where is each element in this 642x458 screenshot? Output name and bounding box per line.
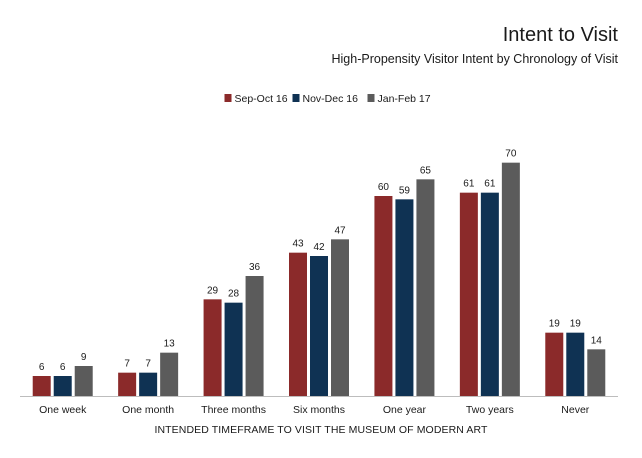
bar-six-months-sep-oct-16 bbox=[289, 252, 307, 396]
legend-label-sep-oct-16: Sep-Oct 16 bbox=[235, 93, 288, 105]
bar-one-year-sep-oct-16 bbox=[374, 196, 393, 396]
x-axis-title: INTENDED TIMEFRAME TO VISIT THE MUSEUM O… bbox=[154, 424, 488, 436]
bar-never-jan-feb-17 bbox=[587, 349, 606, 396]
value-label-three-months-sep-oct-16: 29 bbox=[207, 285, 219, 296]
chart-title: Intent to Visit bbox=[502, 24, 618, 46]
x-tick-one-year: One year bbox=[383, 404, 427, 416]
bar-three-months-nov-dec-16 bbox=[224, 302, 243, 396]
value-label-two-years-jan-feb-17: 70 bbox=[505, 149, 517, 160]
bar-one-month-nov-dec-16 bbox=[139, 372, 158, 396]
value-label-one-month-nov-dec-16: 7 bbox=[145, 359, 151, 370]
value-label-one-week-nov-dec-16: 6 bbox=[60, 362, 66, 373]
bar-never-sep-oct-16 bbox=[545, 332, 564, 396]
legend-swatch-nov-dec-16 bbox=[292, 94, 300, 102]
chart-subtitle: High-Propensity Visitor Intent by Chrono… bbox=[331, 52, 619, 66]
value-label-never-nov-dec-16: 19 bbox=[570, 319, 582, 330]
value-label-one-year-sep-oct-16: 60 bbox=[378, 182, 390, 193]
value-label-never-sep-oct-16: 19 bbox=[549, 319, 561, 330]
bar-two-years-nov-dec-16 bbox=[480, 192, 499, 396]
value-label-six-months-nov-dec-16: 42 bbox=[313, 242, 325, 253]
value-label-six-months-jan-feb-17: 47 bbox=[334, 225, 346, 236]
x-tick-labels: One week One month Three months Six months O… bbox=[39, 404, 590, 416]
bar-one-week-nov-dec-16 bbox=[53, 376, 72, 396]
value-label-one-year-nov-dec-16: 59 bbox=[399, 185, 411, 196]
legend-swatch-sep-oct-16 bbox=[224, 94, 232, 102]
value-label-one-week-jan-feb-17: 9 bbox=[81, 352, 87, 363]
x-tick-one-month: One month bbox=[122, 404, 174, 416]
bar-six-months-jan-feb-17 bbox=[331, 239, 349, 396]
bar-one-week-jan-feb-17 bbox=[74, 366, 93, 396]
legend: Sep-Oct 16 Nov-Dec 16 Jan-Feb 17 bbox=[224, 93, 431, 105]
value-label-three-months-jan-feb-17: 36 bbox=[249, 262, 261, 273]
bar-two-years-jan-feb-17 bbox=[501, 162, 520, 396]
bar-two-years-sep-oct-16 bbox=[459, 192, 478, 396]
x-tick-one-week: One week bbox=[39, 404, 87, 416]
bar-one-month-jan-feb-17 bbox=[160, 352, 179, 396]
bar-six-months-nov-dec-16 bbox=[310, 256, 328, 396]
value-label-two-years-sep-oct-16: 61 bbox=[463, 179, 475, 190]
bar-one-month-sep-oct-16 bbox=[118, 372, 137, 396]
value-label-never-jan-feb-17: 14 bbox=[591, 335, 603, 346]
legend-label-jan-feb-17: Jan-Feb 17 bbox=[378, 93, 431, 105]
legend-label-nov-dec-16: Nov-Dec 16 bbox=[303, 93, 359, 105]
value-labels-group: 6 6 9 7 7 13 29 28 36 43 42 47 60 59 65 61 61 70 19 19 14 bbox=[39, 149, 602, 373]
x-tick-two-years: Two years bbox=[466, 404, 514, 416]
bar-one-year-nov-dec-16 bbox=[395, 199, 414, 396]
bar-never-nov-dec-16 bbox=[566, 332, 585, 396]
value-label-three-months-nov-dec-16: 28 bbox=[228, 289, 240, 300]
bars-group bbox=[32, 162, 606, 396]
bar-three-months-sep-oct-16 bbox=[203, 299, 222, 396]
value-label-six-months-sep-oct-16: 43 bbox=[292, 239, 304, 250]
value-label-one-month-jan-feb-17: 13 bbox=[164, 339, 176, 350]
bar-one-week-sep-oct-16 bbox=[32, 376, 51, 396]
x-tick-three-months: Three months bbox=[201, 404, 266, 416]
value-label-two-years-nov-dec-16: 61 bbox=[484, 179, 496, 190]
x-tick-six-months: Six months bbox=[293, 404, 345, 416]
bar-three-months-jan-feb-17 bbox=[245, 276, 264, 396]
legend-swatch-jan-feb-17 bbox=[367, 94, 375, 102]
value-label-one-week-sep-oct-16: 6 bbox=[39, 362, 45, 373]
x-tick-never: Never bbox=[561, 404, 590, 416]
bar-one-year-jan-feb-17 bbox=[416, 179, 435, 396]
value-label-one-year-jan-feb-17: 65 bbox=[420, 165, 432, 176]
value-label-one-month-sep-oct-16: 7 bbox=[124, 359, 130, 370]
